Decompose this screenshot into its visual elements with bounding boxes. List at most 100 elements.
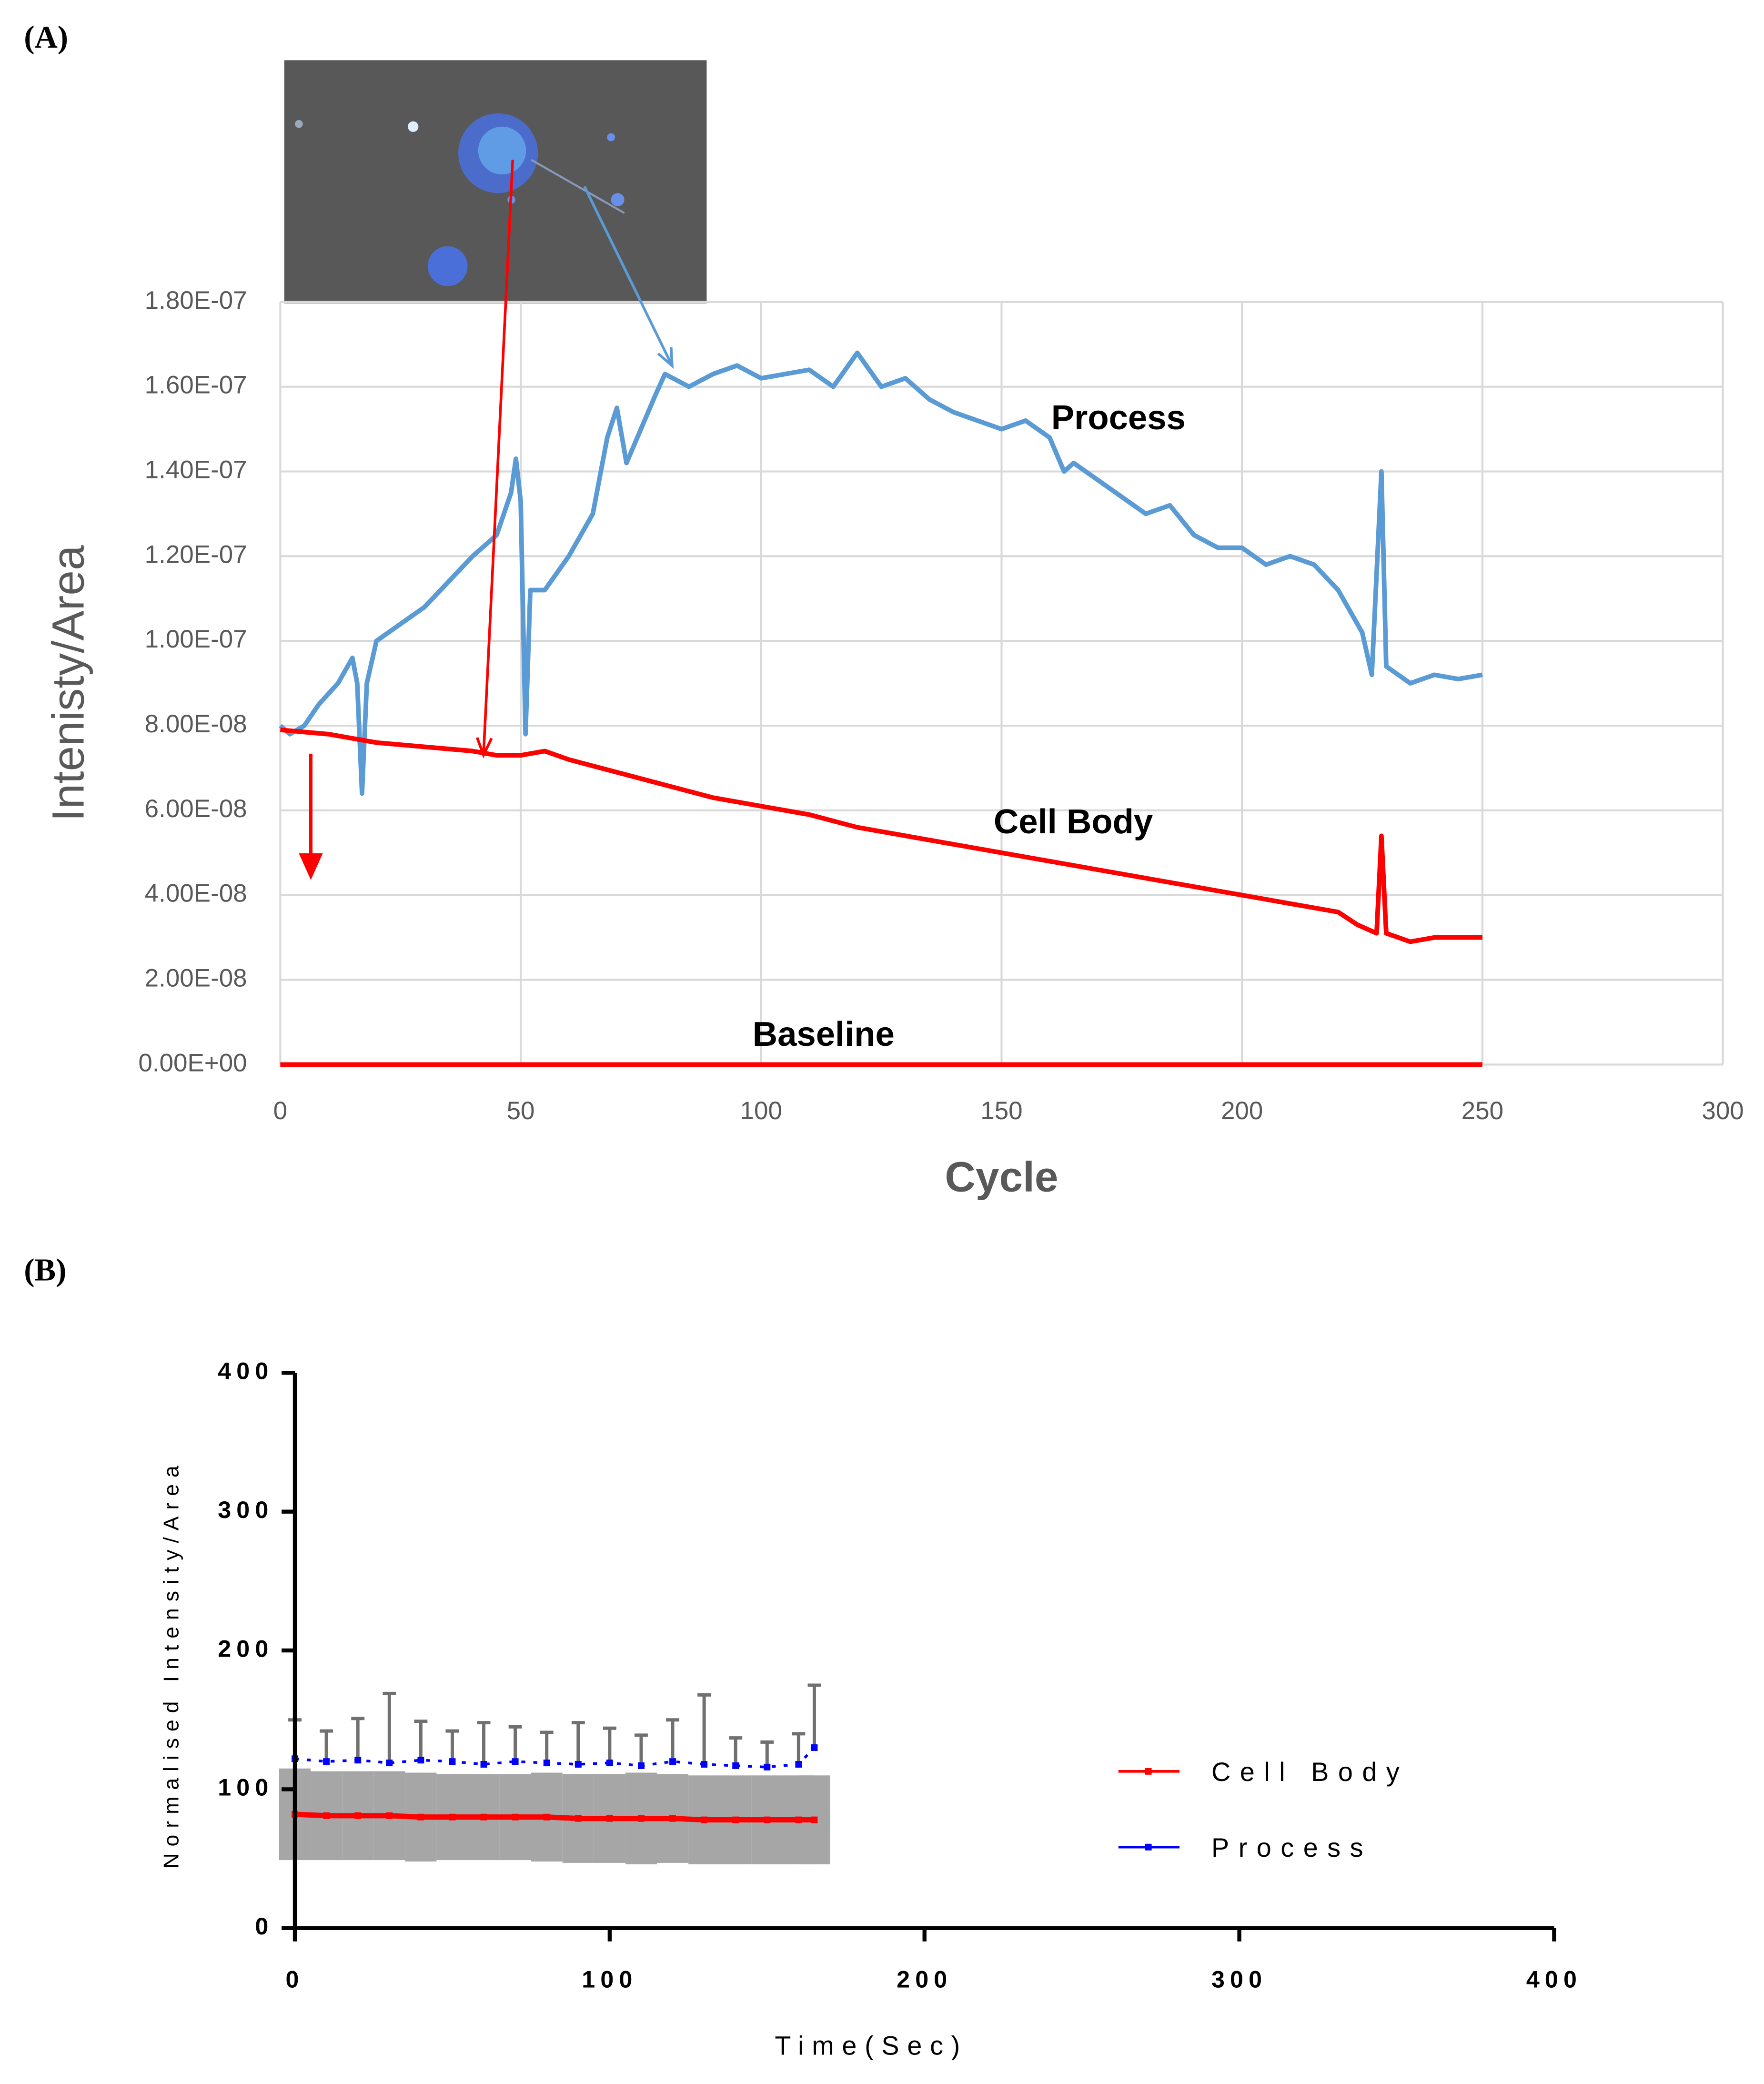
error-bar	[414, 1720, 428, 1760]
x-tick-label: 150	[980, 1097, 1022, 1125]
x-tick-label: 0	[285, 1966, 304, 1993]
series-line	[280, 728, 1482, 944]
inset-image	[284, 60, 707, 303]
marker	[795, 1816, 802, 1823]
marker	[323, 1812, 330, 1819]
arrow	[583, 186, 674, 366]
x-tick-label: 100	[582, 1966, 637, 1993]
y-tick-label: 2.00E-08	[145, 964, 247, 992]
y-tick-label: 100	[218, 1774, 273, 1801]
y-tick-label: 0.00E+00	[138, 1049, 247, 1077]
error-bar	[508, 1725, 522, 1762]
marker	[606, 1815, 613, 1822]
chart-b: 0 100 200 300 400 0 100 200 300 400 Time(Sec) Norma…	[160, 1358, 1582, 2061]
marker	[354, 1812, 362, 1819]
error-bar	[571, 1721, 585, 1765]
error-bar	[729, 1736, 743, 1766]
error-bar	[351, 1717, 365, 1760]
marker	[575, 1761, 582, 1768]
marker	[637, 1815, 645, 1822]
error-bar	[540, 1730, 554, 1763]
y-tick-label: 6.00E-08	[145, 795, 247, 823]
panel-label: (A)	[24, 20, 68, 55]
marker	[701, 1816, 708, 1823]
marker	[417, 1813, 424, 1821]
x-tick-label: 400	[1526, 1966, 1582, 1993]
marker	[512, 1813, 519, 1821]
y-tick-label: 1.20E-07	[145, 540, 247, 568]
series-line	[294, 1811, 815, 1823]
y-tick-label: 200	[218, 1635, 273, 1662]
marker	[386, 1760, 393, 1767]
marker	[701, 1761, 708, 1768]
legend-label: Cell Body	[1211, 1757, 1409, 1787]
arrow-head	[475, 737, 493, 759]
marker	[512, 1758, 519, 1765]
marker	[764, 1816, 771, 1823]
y-axis-label: Normalised Intensity/Area	[160, 1459, 183, 1868]
marker	[669, 1758, 676, 1765]
marker	[449, 1758, 456, 1765]
x-tick-label: 100	[740, 1097, 782, 1125]
arrow-head	[657, 347, 674, 369]
y-tick-label: 1.40E-07	[145, 456, 247, 484]
y-tick-label: 300	[218, 1497, 273, 1523]
y-tick-label: 0	[255, 1913, 273, 1940]
marker	[323, 1758, 330, 1765]
y-axis-label: Intenisty/Area	[43, 545, 94, 821]
x-axis-label: Time(Sec)	[775, 2031, 968, 2061]
arrow-head	[299, 853, 323, 880]
marker	[480, 1813, 487, 1821]
marker	[606, 1760, 613, 1767]
error-bar	[760, 1740, 774, 1767]
y-tick-label: 4.00E-08	[145, 880, 247, 908]
marker	[811, 1816, 818, 1823]
marker	[543, 1760, 550, 1767]
marker	[480, 1761, 487, 1768]
marker	[354, 1757, 362, 1764]
x-tick-label: 300	[1211, 1966, 1267, 1993]
y-tick-label: 1.60E-07	[145, 371, 247, 399]
x-tick-label: 0	[273, 1097, 287, 1125]
error-bar	[792, 1732, 806, 1765]
y-tick-label: 1.00E-07	[145, 625, 247, 653]
annotation: Baseline	[753, 1015, 895, 1053]
error-bar	[320, 1729, 333, 1762]
marker	[637, 1762, 645, 1769]
error-bar	[445, 1729, 459, 1762]
legend-label: Process	[1211, 1833, 1372, 1862]
x-tick-label: 200	[897, 1966, 952, 1993]
series-line	[279, 350, 1483, 796]
y-tick-label: 8.00E-08	[145, 710, 247, 738]
x-tick-label: 50	[507, 1097, 535, 1125]
marker	[543, 1813, 550, 1821]
panel-label: (B)	[24, 1253, 66, 1288]
error-bar	[383, 1691, 396, 1763]
x-axis-label: Cycle	[945, 1153, 1058, 1201]
marker	[386, 1812, 393, 1819]
error-bar	[477, 1721, 491, 1765]
marker	[669, 1815, 676, 1822]
error-bar	[635, 1733, 648, 1766]
marker	[575, 1815, 582, 1822]
error-bar	[666, 1718, 679, 1762]
legend-marker	[1145, 1843, 1152, 1851]
annotation: Cell Body	[994, 802, 1153, 841]
x-tick-label: 200	[1221, 1097, 1263, 1125]
arrow	[482, 160, 514, 755]
y-tick-label: 1.80E-07	[145, 286, 247, 314]
x-tick-label: 250	[1462, 1097, 1503, 1125]
marker	[732, 1816, 739, 1823]
error-bar	[603, 1726, 616, 1763]
marker	[795, 1761, 802, 1768]
error-bar	[697, 1693, 711, 1765]
marker	[764, 1763, 771, 1770]
marker	[811, 1744, 818, 1751]
y-tick-label: 400	[218, 1358, 273, 1385]
chart-a: 0.00E+00 2.00E-08 4.00E-08 6.00E-08 8.00E-08…	[43, 160, 1744, 1201]
marker	[449, 1813, 456, 1821]
marker	[732, 1762, 739, 1769]
annotation: Process	[1051, 398, 1186, 437]
